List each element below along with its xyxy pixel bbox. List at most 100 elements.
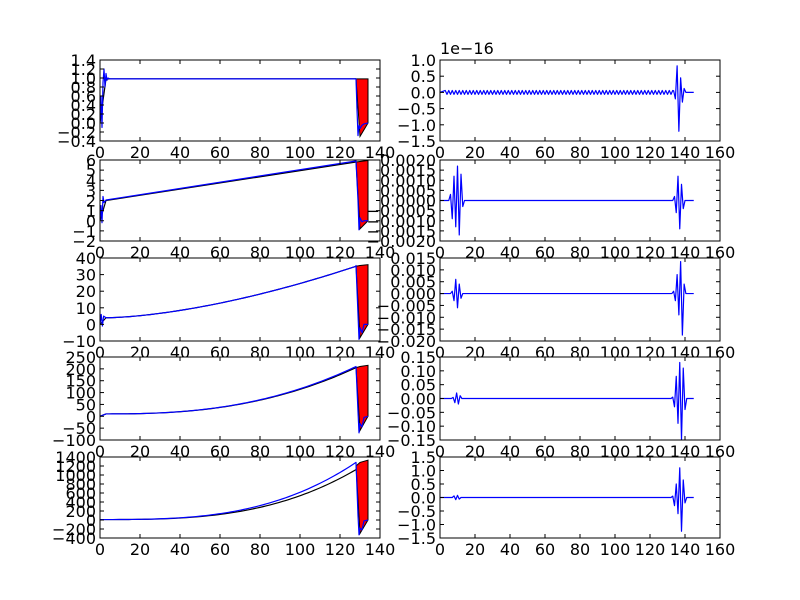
x-tick-label: 0 — [435, 540, 445, 559]
x-tick-label: 80 — [570, 540, 590, 559]
series-line-2 — [100, 68, 369, 137]
plot-content — [440, 467, 694, 532]
x-tick-label: 120 — [325, 143, 356, 162]
plot-area — [440, 258, 720, 341]
x-tick-label: 120 — [325, 243, 356, 262]
x-tick-label: 80 — [250, 540, 270, 559]
x-tick-label: 40 — [500, 243, 520, 262]
y-tick-label: 1400 — [55, 448, 96, 467]
y-tick-label: 100 — [65, 384, 96, 403]
x-tick-label: 140 — [670, 540, 701, 559]
series-line-2 — [100, 365, 369, 434]
y-tick-label: −400 — [52, 529, 96, 548]
x-tick-label: 40 — [170, 540, 190, 559]
y-tick-label: −0.5 — [397, 502, 436, 521]
y-tick-label: 0 — [86, 407, 96, 426]
y-tick-label: −10 — [62, 332, 96, 351]
plot-content — [440, 260, 694, 336]
y-tick-label: −100 — [52, 431, 96, 450]
x-tick-label: 140 — [365, 143, 396, 162]
y-tick-label: 250 — [65, 348, 96, 367]
x-tick-label: 60 — [535, 442, 555, 461]
y-tick-label: 1.2 — [71, 60, 96, 79]
x-tick-label: 60 — [535, 540, 555, 559]
fill-region — [355, 364, 369, 433]
subplot-right-1: 0 20 40 60 80 100 120 140 160 −1.5−1.0−0.50.00.51… — [397, 39, 735, 162]
x-tick-label: 20 — [465, 243, 485, 262]
x-tick-label: 80 — [570, 143, 590, 162]
y-tick-label: 3 — [86, 181, 96, 200]
y-tick-label: 1200 — [55, 457, 96, 476]
series-line-1 — [440, 260, 694, 336]
x-tick-label: 160 — [705, 143, 736, 162]
axes-frame — [99, 456, 381, 539]
x-tick-label: 120 — [325, 540, 356, 559]
y-tick-label: −0.05 — [387, 403, 436, 422]
y-tick-label: 0.2 — [71, 105, 96, 124]
axes-frame — [99, 257, 381, 342]
y-tick-label: 2 — [86, 192, 96, 211]
y-tick-label: −0.010 — [377, 308, 436, 327]
x-tick-label: 0 — [95, 243, 105, 262]
y-tick-label: 0.0 — [411, 489, 436, 508]
x-tick-label: 140 — [670, 243, 701, 262]
x-tick-label: 140 — [670, 143, 701, 162]
fill-region — [355, 160, 369, 230]
x-tick-label: 0 — [435, 243, 445, 262]
plot-area — [440, 60, 720, 141]
y-tick-label: 0.6 — [71, 87, 96, 106]
series-line-1 — [440, 65, 694, 132]
y-tick-label: −0.4 — [57, 132, 96, 151]
x-tick-label: 60 — [210, 540, 230, 559]
x-tick-label: 100 — [600, 540, 631, 559]
y-tick-label: 0.0015 — [380, 161, 436, 180]
series-line-1 — [440, 361, 694, 440]
y-tick-label: −0.015 — [377, 320, 436, 339]
y-tick-label: 30 — [76, 266, 96, 285]
x-tick-label: 20 — [465, 540, 485, 559]
y-tick-label: 800 — [65, 475, 96, 494]
y-tick-label: 1.0 — [411, 51, 436, 70]
plot-area — [100, 160, 380, 241]
x-tick-label: 100 — [285, 442, 316, 461]
plot-content — [440, 361, 694, 440]
subplot-left-1: 0 20 40 60 80 100 120 140 −0.4−0.20.00.20.40.60.… — [57, 51, 395, 162]
y-tick-label: 1.4 — [71, 51, 96, 70]
y-tick-label: 600 — [65, 484, 96, 503]
y-tick-label: 0.10 — [400, 362, 436, 381]
y-tick-label: 40 — [76, 249, 96, 268]
x-tick-label: 60 — [210, 442, 230, 461]
y-tick-label: −2 — [72, 232, 96, 251]
fill-region — [355, 459, 369, 536]
x-tick-label: 120 — [635, 243, 666, 262]
x-tick-label: 120 — [325, 442, 356, 461]
x-tick-label: 80 — [250, 143, 270, 162]
x-tick-label: 160 — [705, 243, 736, 262]
y-tick-label: 0.5 — [411, 475, 436, 494]
x-tick-label: 80 — [250, 442, 270, 461]
x-tick-label: 140 — [365, 243, 396, 262]
plot-content — [100, 364, 369, 434]
plot-content — [100, 459, 369, 536]
x-tick-label: 20 — [130, 540, 150, 559]
plot-area — [100, 457, 380, 538]
subplot-left-5: 0 20 40 60 80 100 120 140−400−20002004006008001… — [52, 448, 395, 559]
plot-content — [100, 160, 369, 231]
y-tick-label: 0.0020 — [380, 151, 436, 170]
plot-area — [100, 357, 380, 440]
x-tick-label: 40 — [170, 442, 190, 461]
y-tick-label: 20 — [76, 282, 96, 301]
x-tick-label: 100 — [600, 143, 631, 162]
y-tick-label: 0 — [86, 511, 96, 530]
y-tick-label: 6 — [86, 151, 96, 170]
y-tick-label: −0.005 — [377, 296, 436, 315]
x-tick-label: 40 — [500, 540, 520, 559]
x-tick-label: 160 — [705, 540, 736, 559]
y-tick-label: 0.0 — [411, 83, 436, 102]
x-tick-label: 140 — [670, 442, 701, 461]
x-tick-label: 100 — [285, 143, 316, 162]
y-tick-label: 0 — [86, 212, 96, 231]
